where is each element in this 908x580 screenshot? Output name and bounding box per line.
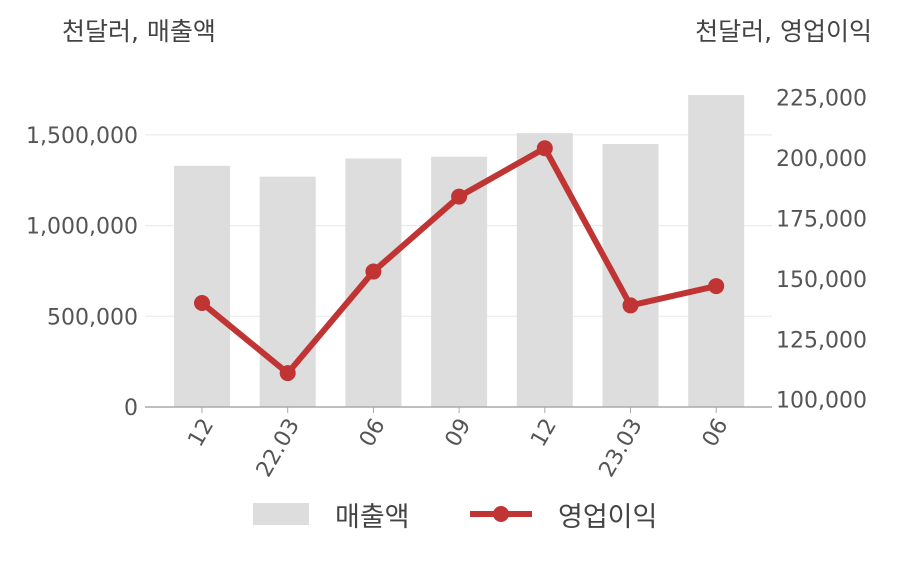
right-tick-label: 125,000 <box>776 328 867 353</box>
left-axis-unit: 천달러, 매출액 <box>62 17 216 46</box>
x-tick-label: 06 <box>698 415 734 452</box>
axes <box>145 406 772 413</box>
line-point <box>708 278 725 295</box>
x-tick-label: 12 <box>184 415 220 452</box>
right-tick-label: 100,000 <box>776 389 867 414</box>
legend-item-revenue: 매출액 <box>253 494 410 534</box>
right-axis-unit: 천달러, 영업이익 <box>695 17 872 46</box>
legend-bar-swatch <box>253 503 309 525</box>
legend-item-operating-profit: 영업이익 <box>470 494 657 534</box>
bar <box>345 158 402 407</box>
right-tick-label: 200,000 <box>776 147 867 172</box>
left-tick-label: 500,000 <box>47 305 138 330</box>
x-tick-label: 22.03 <box>252 415 305 482</box>
bar-series <box>174 95 745 407</box>
legend: 매출액 영업이익 <box>0 494 908 534</box>
legend-line-swatch <box>470 503 532 525</box>
line-point <box>451 188 468 205</box>
left-tick-label: 0 <box>124 396 138 421</box>
bar <box>516 133 573 407</box>
line-point <box>279 365 296 382</box>
right-tick-label: 175,000 <box>776 207 867 232</box>
right-tick-label: 150,000 <box>776 268 867 293</box>
right-tick-label: 225,000 <box>776 86 867 111</box>
line-point <box>622 297 639 314</box>
left-tick-label: 1,500,000 <box>26 124 138 149</box>
line-point <box>194 295 210 311</box>
x-tick-label: 23.03 <box>595 415 648 482</box>
bar <box>688 95 745 407</box>
x-tick-label: 06 <box>355 415 391 452</box>
line-series <box>194 140 725 382</box>
legend-label-revenue: 매출액 <box>335 501 410 533</box>
line-point <box>536 140 553 157</box>
x-tick-label: 12 <box>526 415 562 452</box>
x-tick-label: 09 <box>441 415 477 452</box>
tick-labels: 0 500,000 1,000,000 1,500,000 100,000 125,000… <box>26 86 867 481</box>
bar <box>174 165 230 407</box>
line-point <box>365 263 382 280</box>
legend-label-operating-profit: 영업이익 <box>558 501 658 533</box>
left-tick-label: 1,000,000 <box>26 215 138 240</box>
